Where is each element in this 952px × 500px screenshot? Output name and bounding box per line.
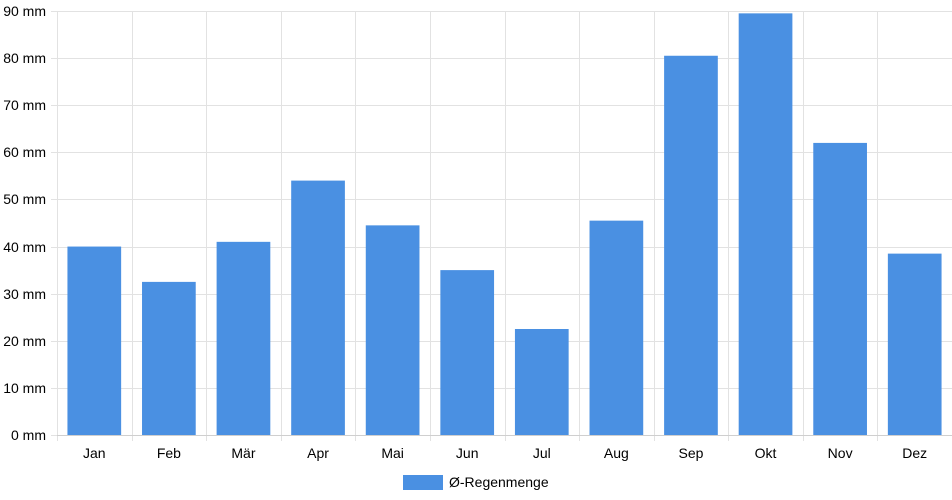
bar-okt <box>738 13 793 435</box>
y-tick-label: 40 mm <box>3 239 46 255</box>
y-axis-tick-labels: 0 mm 10 mm 20 mm 30 mm 40 mm 50 mm 60 mm 70 mm 8… <box>3 3 46 443</box>
x-tick-label: Jul <box>533 445 551 461</box>
bar-mai <box>365 225 420 435</box>
x-tick-label: Jan <box>83 445 106 461</box>
x-tick-label: Feb <box>157 445 181 461</box>
bar-jun <box>440 270 495 435</box>
bar-jan <box>67 246 122 435</box>
y-tick-label: 10 mm <box>3 380 46 396</box>
x-axis-tick-labels: Jan Feb Mär Apr Mai Jun Jul Aug Sep Okt Nov Dez <box>83 445 927 461</box>
y-tick-label: 90 mm <box>3 3 46 19</box>
x-tick-label: Apr <box>307 445 329 461</box>
bar-dez <box>887 253 942 435</box>
legend-label-series: Ø-Regenmenge <box>449 474 549 490</box>
x-tick-label: Dez <box>902 445 927 461</box>
bar-jul <box>514 329 569 435</box>
bar-apr <box>291 180 345 435</box>
x-tick-label: Mär <box>231 445 255 461</box>
x-tick-label: Aug <box>604 445 629 461</box>
bar-nov <box>813 142 867 435</box>
bar-sep <box>664 55 718 435</box>
chart-legend: Ø-Regenmenge <box>403 474 549 490</box>
bar-aug <box>589 220 644 435</box>
y-tick-label: 50 mm <box>3 191 46 207</box>
x-tick-label: Nov <box>828 445 853 461</box>
x-tick-label: Okt <box>755 445 777 461</box>
y-tick-label: 0 mm <box>11 427 46 443</box>
y-tick-label: 80 mm <box>3 50 46 66</box>
y-tick-label: 70 mm <box>3 97 46 113</box>
chart-grid <box>51 11 952 441</box>
bar-mär <box>216 241 271 435</box>
x-tick-label: Jun <box>456 445 479 461</box>
legend-swatch <box>403 475 443 490</box>
chart-bars <box>67 13 942 435</box>
bar-feb <box>142 281 196 435</box>
x-tick-label: Mai <box>381 445 404 461</box>
x-tick-label: Sep <box>678 445 703 461</box>
y-tick-label: 60 mm <box>3 144 46 160</box>
y-tick-label: 20 mm <box>3 333 46 349</box>
y-tick-label: 30 mm <box>3 286 46 302</box>
